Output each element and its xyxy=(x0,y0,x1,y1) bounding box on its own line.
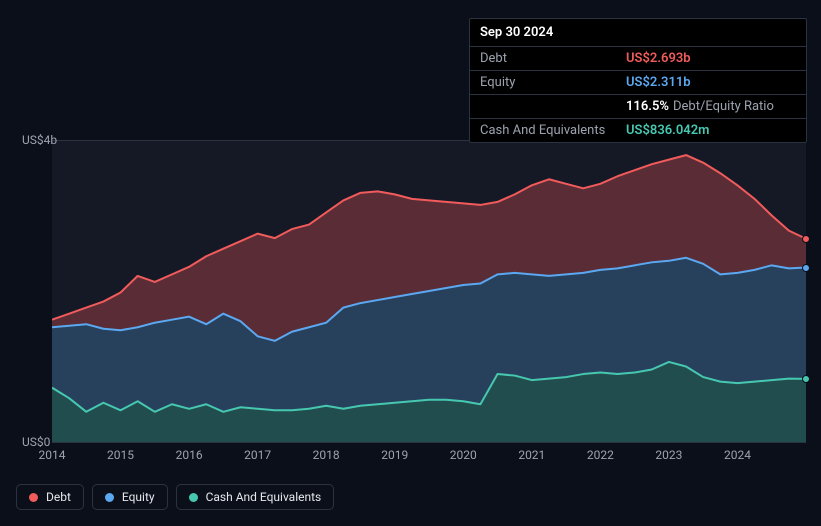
swatch-debt xyxy=(29,493,38,502)
x-tick-label: 2017 xyxy=(244,448,271,462)
series-dot-equity xyxy=(802,264,810,272)
series-dot-debt xyxy=(802,235,810,243)
x-tick-label: 2019 xyxy=(381,448,408,462)
x-tick-label: 2022 xyxy=(587,448,614,462)
tooltip-box: Sep 30 2024 Debt US$2.693b Equity US$2.3… xyxy=(469,18,807,143)
tooltip-row-debt: Debt US$2.693b xyxy=(470,47,806,71)
tooltip-date: Sep 30 2024 xyxy=(470,19,806,47)
tooltip-row-ratio: 116.5% Debt/Equity Ratio xyxy=(470,95,806,119)
tooltip-value-cash: US$836.042m xyxy=(626,123,709,138)
x-tick-label: 2018 xyxy=(313,448,340,462)
ratio-suffix: Debt/Equity Ratio xyxy=(673,99,774,114)
x-tick-label: 2015 xyxy=(107,448,134,462)
swatch-equity xyxy=(105,493,114,502)
legend-label-debt: Debt xyxy=(46,490,71,504)
tooltip-value-debt: US$2.693b xyxy=(626,51,691,66)
legend-label-equity: Equity xyxy=(122,490,155,504)
plot-area[interactable] xyxy=(52,140,806,442)
x-tick-label: 2023 xyxy=(655,448,682,462)
series-dot-cash xyxy=(802,375,810,383)
y-tick-label: US$4b xyxy=(22,133,57,147)
legend-item-debt[interactable]: Debt xyxy=(16,484,84,510)
tooltip-label-cash: Cash And Equivalents xyxy=(480,123,626,138)
legend: Debt Equity Cash And Equivalents xyxy=(16,484,334,510)
x-tick-label: 2021 xyxy=(518,448,545,462)
x-tick-label: 2016 xyxy=(176,448,203,462)
legend-item-equity[interactable]: Equity xyxy=(92,484,168,510)
y-tick-label: US$0 xyxy=(22,435,50,449)
tooltip-value-equity: US$2.311b xyxy=(626,75,691,90)
x-tick-label: 2020 xyxy=(450,448,477,462)
tooltip-label-ratio xyxy=(480,99,626,114)
tooltip-row-equity: Equity US$2.311b xyxy=(470,71,806,95)
ratio-value: 116.5% xyxy=(626,99,669,114)
legend-label-cash: Cash And Equivalents xyxy=(206,490,322,504)
tooltip-label-equity: Equity xyxy=(480,75,626,90)
x-tick-label: 2014 xyxy=(39,448,66,462)
tooltip-label-debt: Debt xyxy=(480,51,626,66)
x-tick-label: 2024 xyxy=(724,448,751,462)
tooltip-row-cash: Cash And Equivalents US$836.042m xyxy=(470,119,806,142)
x-axis: 2014201520162017201820192020202120222023… xyxy=(52,448,806,466)
tooltip-value-ratio: 116.5% Debt/Equity Ratio xyxy=(626,99,774,114)
swatch-cash xyxy=(189,493,198,502)
legend-item-cash[interactable]: Cash And Equivalents xyxy=(176,484,335,510)
gridline xyxy=(52,442,806,443)
